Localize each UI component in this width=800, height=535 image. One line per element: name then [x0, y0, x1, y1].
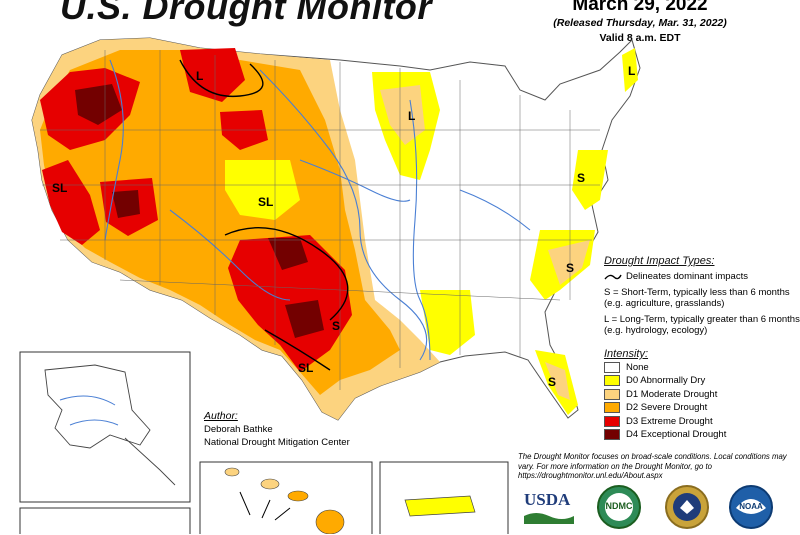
- d4-region-texas-south: [285, 300, 324, 338]
- d0-region-gulf: [420, 290, 475, 355]
- d1-region-florida: [545, 362, 570, 400]
- impact-item-text: = Short-Term, typically less than 6 mont…: [604, 286, 790, 310]
- d1-region-southeast: [548, 240, 590, 285]
- region-label: L: [196, 69, 203, 83]
- author-block: Author: Deborah Bathke National Drought …: [204, 410, 350, 449]
- rivers: [104, 59, 531, 361]
- region-label: SL: [298, 361, 313, 375]
- region-label: S: [577, 171, 585, 185]
- valid-time: Valid 8 a.m. EDT: [599, 32, 681, 44]
- legend-item: D3 Extreme Drought: [604, 415, 800, 428]
- legend-swatch: [604, 361, 620, 373]
- alaska-inset: [19, 351, 191, 503]
- map-date: March 29, 2022: [572, 0, 708, 15]
- legend-swatch: [604, 388, 620, 400]
- noaa-logo: NOAA: [728, 484, 774, 535]
- usda-logo: USDA: [524, 490, 574, 528]
- region-label: S: [548, 375, 556, 389]
- impact-item: S = Short-Term, typically less than 6 mo…: [604, 287, 800, 310]
- intensity-heading: Intensity:: [604, 348, 649, 360]
- noaa-logo-text: NOAA: [739, 502, 763, 511]
- legend-item: D1 Moderate Drought: [604, 388, 800, 401]
- impact-item-text: Delineates dominant impacts: [626, 271, 748, 282]
- legend-label: None: [626, 361, 649, 373]
- legend-swatch: [604, 429, 620, 441]
- impact-line-icon: [604, 274, 622, 280]
- d4-region-texas: [268, 238, 308, 270]
- region-label: L: [408, 109, 415, 123]
- state-borders: [40, 50, 600, 390]
- legend-item: D2 Severe Drought: [604, 402, 800, 415]
- d3-region-california: [42, 160, 100, 245]
- impact-types-legend: Drought Impact Types: Delineates dominan…: [604, 255, 800, 337]
- legend-label: D2 Severe Drought: [626, 402, 708, 414]
- impact-item: Delineates dominant impacts: [604, 271, 800, 283]
- legend-label: D3 Extreme Drought: [626, 415, 713, 427]
- region-label: SL: [258, 195, 273, 209]
- ndmc-logo-text: NDMC: [605, 501, 633, 511]
- legend-swatch: [604, 415, 620, 427]
- map-title: U.S. Drought Monitor: [60, 0, 432, 27]
- impact-item: L = Long-Term, typically greater than 6 …: [604, 314, 800, 337]
- legend-label: D1 Moderate Drought: [626, 388, 718, 400]
- d0-region-northplains: [225, 160, 300, 220]
- region-label: S: [566, 261, 574, 275]
- author-name: Deborah Bathke: [204, 424, 273, 435]
- author-org: National Drought Mitigation Center: [204, 437, 350, 448]
- impact-lines: [179, 59, 349, 371]
- d0-region-northeast: [572, 150, 608, 210]
- d4-region-nevada: [112, 190, 140, 218]
- legend-swatch: [604, 402, 620, 414]
- usda-logo-text: USDA: [524, 490, 571, 509]
- ndmc-logo: NDMC: [596, 484, 642, 535]
- footnote: The Drought Monitor focuses on broad-sca…: [518, 452, 787, 481]
- legend-item: D4 Exceptional Drought: [604, 429, 800, 442]
- commerce-seal: [664, 484, 710, 535]
- impact-item-key: L: [604, 313, 609, 325]
- legend-item: D0 Abnormally Dry: [604, 375, 800, 388]
- legend-label: D4 Exceptional Drought: [626, 429, 727, 441]
- legend-item: None: [604, 361, 800, 374]
- region-label: L: [628, 64, 635, 78]
- intensity-legend: Intensity: None D0 Abnormally Dry D1 Mod…: [604, 348, 800, 441]
- d3-region-montana: [180, 48, 245, 102]
- d4-region-oregon: [75, 84, 122, 125]
- date-block: March 29, 2022 (Released Thursday, Mar. …: [520, 0, 760, 44]
- impact-item-text: = Long-Term, typically greater than 6 mo…: [604, 313, 800, 337]
- author-heading: Author:: [204, 410, 238, 422]
- impact-item-key: S: [604, 286, 611, 298]
- hawaii-inset: [199, 461, 373, 534]
- region-label: S: [332, 319, 340, 333]
- d3-region-southern-plains: [228, 235, 352, 372]
- legend-swatch: [604, 375, 620, 387]
- puerto-rico-inset: [379, 461, 509, 534]
- legend-label: D0 Abnormally Dry: [626, 375, 706, 387]
- impact-types-heading: Drought Impact Types:: [604, 255, 715, 267]
- d0-region-newengland: [622, 48, 638, 92]
- release-date: (Released Thursday, Mar. 31, 2022): [553, 17, 727, 29]
- region-label: SL: [52, 181, 67, 195]
